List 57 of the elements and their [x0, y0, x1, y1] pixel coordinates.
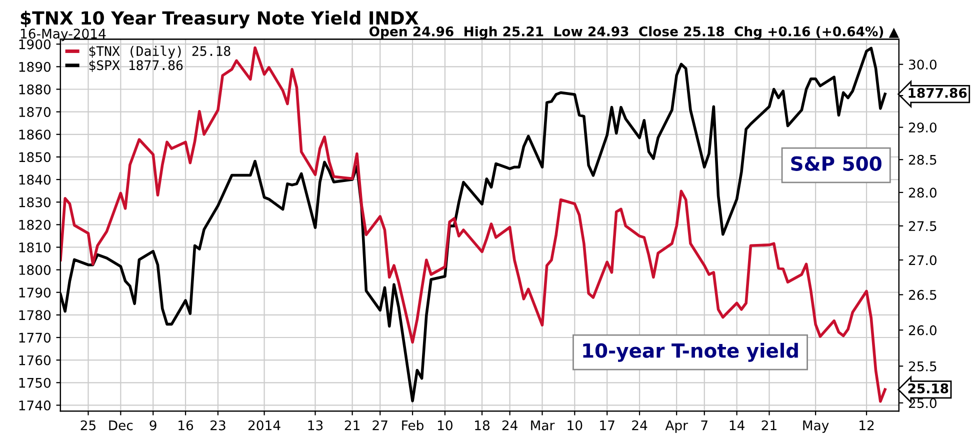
legend-label: $TNX (Daily) 25.18 — [89, 46, 230, 59]
y-tick-label: 1860 — [19, 130, 51, 140]
x-tick-label: 25 — [80, 420, 96, 430]
y-tick-label: 1790 — [19, 288, 51, 298]
x-tick-label: 12 — [860, 420, 874, 430]
x-tick-label: May — [803, 420, 829, 433]
x-tick-label: 24 — [502, 420, 518, 430]
y2-tick-label: 28.0 — [908, 188, 936, 198]
x-tick-label: 18 — [475, 420, 490, 430]
legend-label: $SPX 1877.86 — [89, 60, 183, 72]
chart-subtitle: 16-May-2014 — [20, 28, 106, 42]
x-tick-label: 17 — [600, 420, 614, 430]
data-label: 1877.86 — [908, 88, 967, 98]
annotation: 10-year T-note yield — [583, 342, 798, 362]
x-tick-label: 10 — [438, 420, 452, 430]
x-tick-label: 27 — [372, 420, 388, 430]
x-tick-label: 13 — [308, 420, 323, 430]
y2-tick-label: 30.0 — [908, 60, 936, 70]
y-tick-label: 1880 — [19, 84, 51, 94]
y2-tick-label: 26.0 — [908, 325, 936, 336]
x-tick-label: Mar — [531, 420, 555, 430]
x-tick-label: 9 — [150, 420, 156, 430]
y-tick-label: 1810 — [19, 242, 51, 252]
x-tick-label: 10 — [568, 420, 582, 430]
y-tick-label: 1780 — [19, 310, 51, 320]
x-tick-label: 23 — [210, 420, 226, 430]
y-tick-label: 1750 — [19, 378, 51, 388]
x-tick-label: 2014 — [248, 420, 280, 430]
y-tick-label: 1840 — [19, 174, 51, 185]
y2-tick-label: 29.0 — [908, 122, 936, 133]
x-tick-label: 14 — [730, 420, 744, 430]
y-tick-label: 1850 — [19, 152, 51, 162]
y-tick-label: 1760 — [19, 355, 51, 366]
y-tick-label: 1900 — [19, 39, 51, 50]
text: Open 24.96 High 25.21 Low 24.93 Close 25.18 Chg +0.16 (+0.64%) ▲ — [369, 26, 899, 40]
y-tick-label: 1820 — [19, 220, 51, 230]
x-tick-label: 7 — [701, 420, 708, 430]
y-tick-label: 1740 — [19, 400, 51, 410]
y-tick-label: 1890 — [19, 62, 51, 72]
y2-tick-label: 27.0 — [908, 255, 936, 266]
y2-tick-label: 26.5 — [908, 290, 936, 300]
data-label: 25.18 — [908, 383, 948, 394]
x-tick-label: 21 — [762, 420, 776, 430]
y2-tick-label: 28.5 — [908, 154, 936, 165]
x-tick-label: Feb — [402, 420, 424, 430]
y2-tick-label: 27.5 — [908, 221, 936, 232]
x-tick-label: 21 — [344, 420, 360, 430]
x-tick-label: 24 — [632, 420, 648, 430]
y-tick-label: 1800 — [19, 265, 51, 275]
x-tick-label: Apr — [665, 420, 688, 433]
x-tick-label: 16 — [178, 420, 194, 430]
x-tick-label: Dec — [109, 420, 133, 430]
annotation: S&P 500 — [791, 156, 882, 171]
y-tick-label: 1770 — [19, 332, 51, 343]
y2-tick-label: 25.5 — [908, 361, 936, 372]
y-tick-label: 1830 — [19, 197, 51, 208]
y-tick-label: 1870 — [19, 107, 51, 118]
